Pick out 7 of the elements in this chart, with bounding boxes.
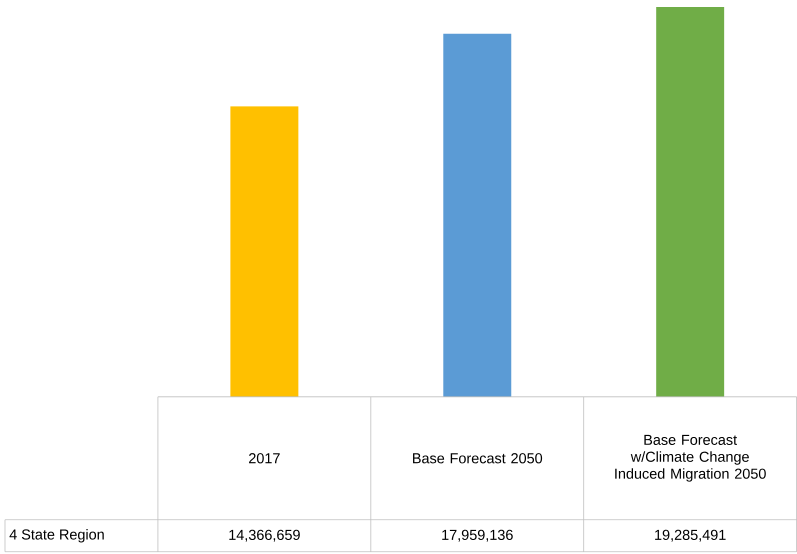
data-label: 17,959,136 (442, 530, 513, 542)
data-label: 19,285,491 (655, 530, 726, 542)
text: 4 State Region (10, 529, 104, 543)
data-label: 14,366,659 (229, 530, 300, 542)
x-tick-label: 2017 (249, 453, 280, 464)
x-tick-label: Base Forecast 2050 (413, 453, 542, 464)
x-tick-label: Base Forecast w/Climate Change Induced Migration 2050 (615, 435, 766, 482)
